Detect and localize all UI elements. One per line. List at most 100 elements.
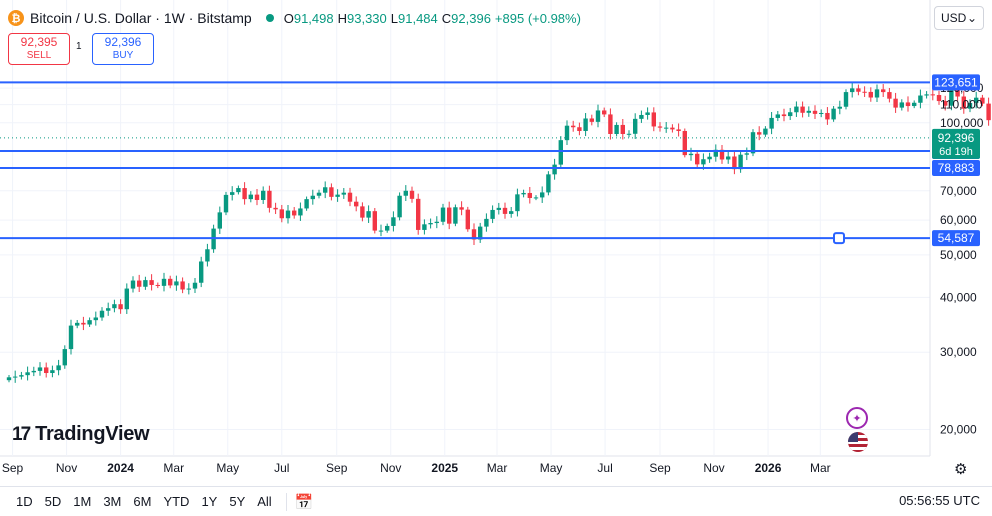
candle-body — [25, 372, 30, 376]
candle-body — [614, 124, 619, 134]
candle-body — [149, 280, 154, 285]
candle-body — [403, 190, 408, 196]
bottom-toolbar: 1D 5D 1M 3M 6M YTD 1Y 5Y All 📅 05:56:55 … — [0, 486, 992, 516]
currency-select[interactable]: USD ⌄ — [934, 6, 984, 30]
candle-body — [800, 106, 805, 113]
timeframe-ytd[interactable]: YTD — [163, 494, 190, 509]
candle-body — [695, 153, 700, 165]
candle-body — [62, 349, 67, 366]
y-tick-label: 110,000 — [940, 98, 983, 112]
candle-body — [13, 376, 18, 378]
candle-body — [881, 89, 886, 93]
candle-body — [843, 92, 849, 107]
candle-body — [949, 82, 954, 106]
candle-body — [397, 195, 402, 218]
timeframe-all[interactable]: All — [257, 494, 272, 509]
candle-body — [577, 127, 582, 131]
candle-body — [546, 174, 551, 193]
candle-body — [732, 156, 737, 170]
candle-body — [620, 124, 625, 134]
timeframe-5y[interactable]: 5Y — [229, 494, 246, 509]
line-handle — [833, 232, 845, 245]
candle-body — [533, 197, 539, 199]
candle-body — [118, 304, 123, 310]
candle-body — [719, 149, 725, 160]
candle-body — [595, 110, 601, 122]
grid — [0, 0, 931, 457]
candle-body — [540, 192, 545, 198]
candle-body — [99, 310, 105, 318]
candle-body — [453, 207, 458, 224]
bitcoin-icon: ₿ — [8, 10, 24, 26]
timeframe-5d[interactable]: 5D — [44, 494, 62, 509]
candle-body — [788, 112, 793, 117]
candle-body — [143, 280, 148, 287]
symbol-title[interactable]: Bitcoin / U.S. Dollar · 1W · Bitstamp — [30, 10, 252, 26]
y-tick-label: 20,000 — [940, 422, 977, 436]
timeframe-1y[interactable]: 1Y — [201, 494, 218, 509]
candle-body — [490, 209, 495, 219]
us-flag-icon[interactable] — [848, 432, 868, 452]
candle-body — [37, 367, 43, 371]
sparkle-icon[interactable]: ✦ — [846, 407, 868, 429]
candle-body — [918, 95, 923, 103]
candle-body — [310, 195, 315, 200]
candle-body — [602, 110, 607, 115]
candle-body — [657, 126, 663, 128]
candle-body — [354, 201, 359, 207]
candle-body — [50, 370, 55, 374]
candle-body — [676, 129, 681, 131]
utc-clock[interactable]: 05:56:55 UTC — [899, 493, 980, 508]
candle-body — [812, 110, 818, 114]
candle-body — [899, 102, 904, 108]
candle-body — [639, 114, 644, 119]
candle-body — [850, 88, 855, 93]
ohlc-high: H93,330 — [337, 10, 387, 26]
candle-body — [347, 192, 353, 202]
price-tag-label: 78,883 — [938, 161, 975, 175]
timeframe-3m[interactable]: 3M — [103, 494, 122, 509]
timeframe-1d[interactable]: 1D — [16, 494, 33, 509]
candle-body — [93, 317, 98, 321]
candle-body — [688, 153, 694, 156]
symbol-header[interactable]: ₿ Bitcoin / U.S. Dollar · 1W · Bitstamp … — [8, 8, 585, 28]
candle-body — [682, 130, 687, 156]
buy-label: BUY — [112, 50, 134, 61]
candle-body — [87, 320, 92, 325]
candle-body — [862, 91, 867, 93]
y-tick-label: 70,000 — [940, 184, 977, 198]
candle-body — [558, 140, 563, 165]
price-tag — [932, 74, 980, 91]
candle-body — [217, 212, 222, 229]
candle-body — [781, 114, 787, 117]
chart-area[interactable]: 20,000 30,000 40,000 50,000 60,000 70,000 100,… — [0, 0, 992, 486]
sell-label: SELL — [26, 50, 52, 61]
candle-body — [651, 112, 656, 127]
candle-body — [372, 211, 377, 231]
candle-body — [626, 133, 632, 135]
buy-button[interactable]: 92,396 BUY — [92, 33, 154, 65]
candle-body — [366, 211, 371, 218]
candle-body — [168, 278, 173, 286]
candle-body — [248, 194, 253, 200]
candle-body — [6, 377, 12, 381]
candle-body — [440, 207, 446, 222]
candle-body — [943, 101, 948, 106]
timeframe-1m[interactable]: 1M — [73, 494, 92, 509]
calendar-range-icon[interactable]: 📅 — [294, 493, 314, 511]
candle-body — [298, 208, 303, 216]
candle-body — [564, 125, 570, 141]
candle-body — [323, 187, 328, 193]
candle-body — [180, 281, 185, 290]
candle-body — [186, 288, 191, 290]
timeframe-6m[interactable]: 6M — [133, 494, 152, 509]
candle-body — [360, 206, 365, 218]
candle-body — [434, 221, 439, 224]
tradingview-logo: 17 TradingView — [12, 423, 150, 446]
settings-gear-icon[interactable]: ⚙ — [954, 461, 968, 478]
candle-body — [261, 190, 266, 200]
candle-body — [236, 188, 241, 193]
y-tick-label: 40,000 — [940, 290, 977, 304]
candle-body — [769, 117, 774, 129]
sell-button[interactable]: 92,395 SELL — [8, 33, 70, 65]
